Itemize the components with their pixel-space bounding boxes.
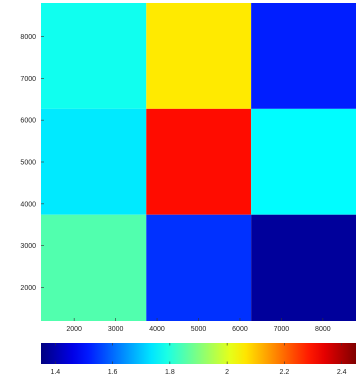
y-tick-label: 7000 bbox=[20, 76, 36, 83]
heatmap-cell bbox=[41, 214, 147, 321]
y-tick-label: 3000 bbox=[20, 243, 36, 250]
heatmap-cell bbox=[41, 3, 147, 109]
colorbar-tick-label: 1.6 bbox=[108, 369, 118, 375]
colorbar-tick-label: 1.4 bbox=[50, 369, 60, 375]
x-tick-label: 5000 bbox=[191, 326, 207, 333]
colorbar-gradient bbox=[41, 343, 356, 364]
y-tick-label: 4000 bbox=[20, 201, 36, 208]
x-axis: 2000 3000 4000 5000 6000 7000 8000 bbox=[66, 318, 331, 333]
y-tick-label: 5000 bbox=[20, 160, 36, 167]
heatmap-cell bbox=[251, 108, 356, 215]
x-tick-label: 2000 bbox=[66, 326, 82, 333]
x-tick-label: 4000 bbox=[149, 326, 165, 333]
y-tick-label: 8000 bbox=[20, 34, 36, 41]
heatmap-cells bbox=[41, 3, 356, 321]
heatmap-cell bbox=[146, 108, 252, 215]
heatmap-cell bbox=[146, 3, 252, 109]
heatmap-cell bbox=[41, 108, 147, 215]
y-axis: 2000 3000 4000 5000 6000 7000 8000 bbox=[20, 34, 44, 292]
colorbar-tick-label: 2.2 bbox=[280, 369, 290, 375]
colorbar-tick-label: 2.4 bbox=[337, 369, 347, 375]
colorbar: 1.4 1.6 1.8 2 2.2 2.4 bbox=[41, 343, 356, 375]
heatmap-cell bbox=[146, 214, 252, 321]
colorbar-tick-label: 2 bbox=[225, 369, 229, 375]
y-tick-label: 2000 bbox=[20, 285, 36, 292]
colorbar-tick-label: 1.8 bbox=[165, 369, 175, 375]
x-tick-label: 7000 bbox=[274, 326, 290, 333]
x-tick-label: 3000 bbox=[108, 326, 124, 333]
heatmap-cell bbox=[251, 214, 356, 321]
x-tick-label: 6000 bbox=[232, 326, 248, 333]
y-tick-label: 6000 bbox=[20, 118, 36, 125]
heatmap-cell bbox=[251, 3, 356, 109]
x-tick-label: 8000 bbox=[315, 326, 331, 333]
